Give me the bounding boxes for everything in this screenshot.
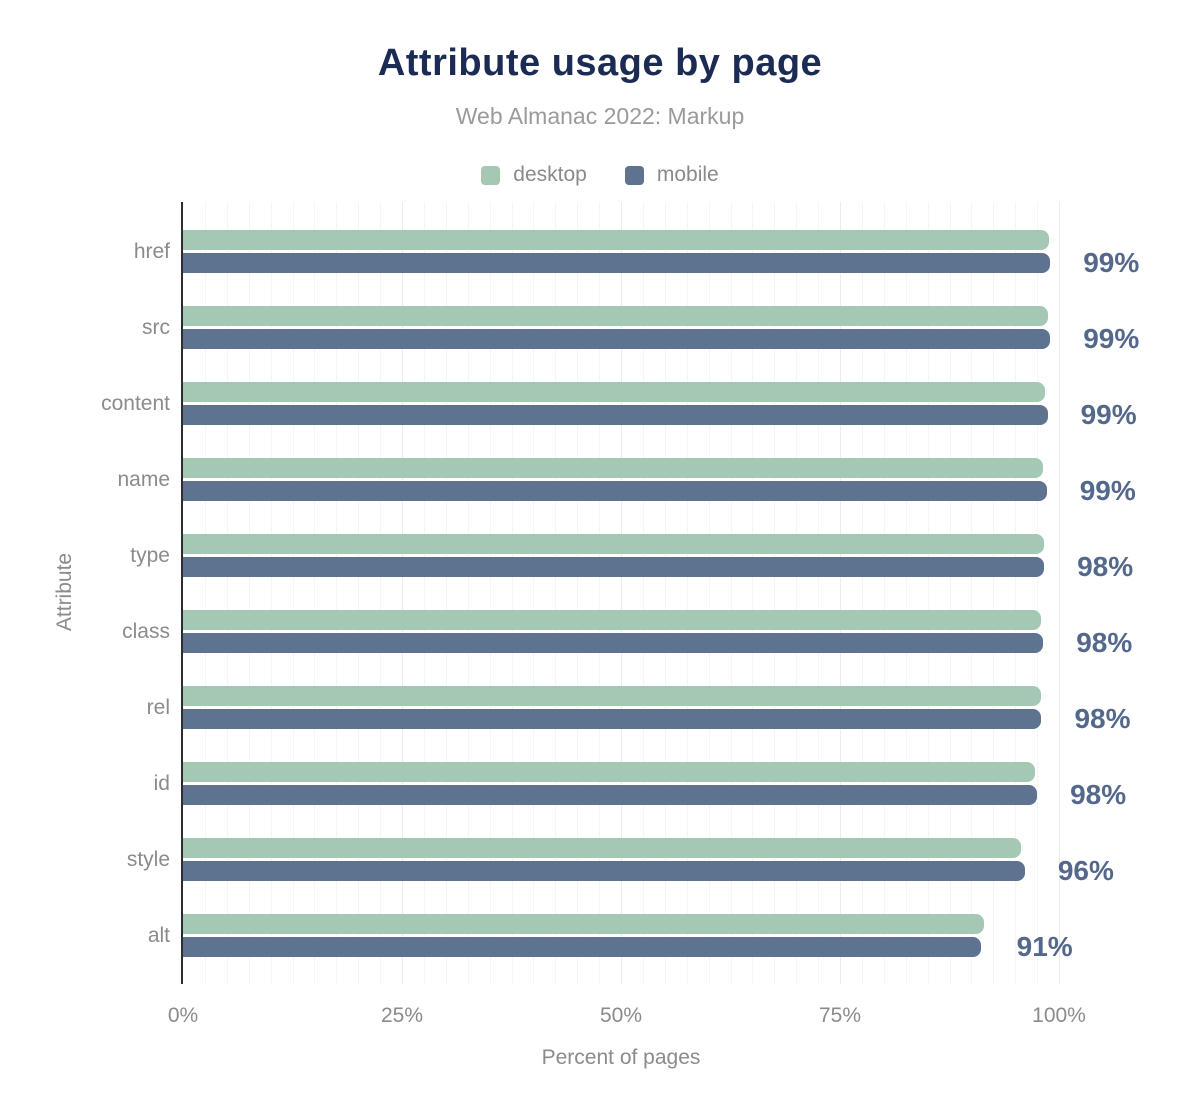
gridline-major [402, 202, 403, 984]
bar-desktop-name [183, 458, 1044, 478]
value-label-id: 98% [1070, 779, 1127, 810]
category-label-name: name [117, 467, 170, 491]
bar-mobile-href [183, 253, 1051, 273]
value-label-class: 98% [1076, 627, 1133, 658]
gridline-minor [971, 202, 973, 984]
bar-desktop-href [183, 230, 1050, 250]
gridline-minor [883, 202, 885, 984]
gridline-minor [380, 202, 382, 984]
category-label-class: class [122, 619, 170, 643]
category-label-href: href [133, 239, 170, 263]
legend-label-desktop: desktop [513, 163, 587, 186]
gridline-minor [861, 202, 863, 984]
gridline-minor [226, 202, 228, 984]
bar-desktop-src [183, 306, 1048, 326]
x-tick-0%: 0% [167, 1004, 199, 1027]
gridline-major [621, 202, 622, 984]
category-label-rel: rel [146, 695, 170, 719]
bar-desktop-content [183, 382, 1045, 402]
gridline-minor [1037, 202, 1039, 984]
gridline-major [840, 202, 841, 984]
bar-mobile-class [183, 633, 1044, 653]
bar-desktop-type [183, 534, 1045, 554]
bar-mobile-src [183, 329, 1051, 349]
y-axis-title: Attribute [53, 552, 76, 632]
value-label-name: 99% [1079, 475, 1136, 506]
value-label-type: 98% [1077, 551, 1134, 582]
gridline-minor [423, 202, 425, 984]
chart-title: Attribute usage by page [377, 42, 823, 84]
gridline-minor [752, 202, 754, 984]
gridline-minor [248, 202, 250, 984]
x-tick-50%: 50% [599, 1004, 643, 1027]
bar-desktop-id [183, 762, 1036, 782]
bar-mobile-alt [183, 937, 982, 957]
mobile-swatch-icon [624, 165, 644, 185]
gridline-minor [796, 202, 798, 984]
gridline-minor [489, 202, 491, 984]
x-tick-100%: 100% [1032, 1004, 1086, 1027]
gridline-minor [642, 202, 644, 984]
gridline-minor [905, 202, 907, 984]
bar-desktop-class [183, 610, 1042, 630]
gridline-minor [270, 202, 272, 984]
gridline-minor [1015, 202, 1017, 984]
category-label-style: style [126, 847, 170, 871]
value-label-alt: 91% [1016, 931, 1073, 962]
gridline-minor [664, 202, 666, 984]
gridline-minor [292, 202, 294, 984]
category-label-src: src [142, 315, 170, 339]
value-label-style: 96% [1057, 855, 1114, 886]
category-label-type: type [130, 543, 170, 567]
gridline-minor [358, 202, 360, 984]
legend-label-mobile: mobile [656, 163, 719, 186]
gridline-minor [993, 202, 995, 984]
gridline-major [1059, 202, 1060, 984]
gridline-minor [445, 202, 447, 984]
x-tick-75%: 75% [818, 1004, 862, 1027]
category-label-content: content [101, 391, 170, 415]
gridline-minor [818, 202, 820, 984]
gridline-minor [314, 202, 316, 984]
chart-subtitle: Web Almanac 2022: Markup [455, 103, 745, 129]
bar-desktop-rel [183, 686, 1042, 706]
category-label-alt: alt [147, 923, 170, 947]
value-label-content: 99% [1080, 399, 1137, 430]
gridline-minor [686, 202, 688, 984]
value-label-rel: 98% [1074, 703, 1131, 734]
gridline-minor [555, 202, 557, 984]
gridline-minor [467, 202, 469, 984]
gridline-minor [730, 202, 732, 984]
bar-mobile-style [183, 861, 1025, 881]
x-axis-title: Percent of pages [541, 1046, 701, 1069]
gridline-minor [204, 202, 206, 984]
gridline-minor [336, 202, 338, 984]
gridline-minor [927, 202, 929, 984]
category-label-id: id [153, 771, 170, 795]
gridline-minor [949, 202, 951, 984]
bar-mobile-rel [183, 709, 1042, 729]
bar-mobile-content [183, 405, 1048, 425]
x-tick-25%: 25% [380, 1004, 424, 1027]
desktop-swatch-icon [481, 165, 501, 185]
gridline-minor [774, 202, 776, 984]
gridline-minor [599, 202, 601, 984]
bar-desktop-style [183, 838, 1022, 858]
legend-item-desktop: desktop [481, 163, 587, 187]
y-axis-line [181, 202, 183, 984]
gridline-minor [577, 202, 579, 984]
gridline-minor [708, 202, 710, 984]
value-label-src: 99% [1083, 323, 1140, 354]
bar-desktop-alt [183, 914, 984, 934]
bar-mobile-id [183, 785, 1038, 805]
bar-mobile-name [183, 481, 1047, 501]
value-label-href: 99% [1083, 247, 1140, 278]
gridline-minor [533, 202, 535, 984]
legend: desktop mobile [0, 163, 1200, 187]
bar-mobile-type [183, 557, 1045, 577]
legend-item-mobile: mobile [624, 163, 719, 187]
gridline-minor [511, 202, 513, 984]
